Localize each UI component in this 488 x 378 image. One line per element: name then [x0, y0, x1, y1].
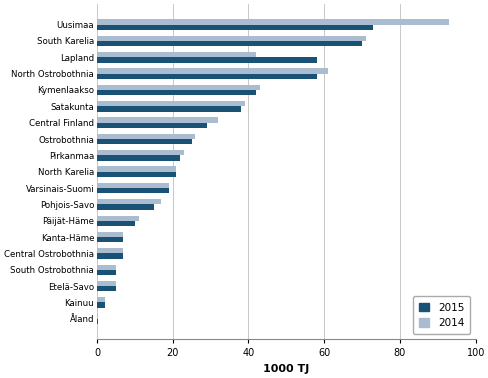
Bar [97, 248, 123, 253]
Bar [97, 232, 123, 237]
Bar [97, 90, 256, 95]
Bar [97, 52, 256, 57]
Bar [97, 253, 123, 259]
Bar [97, 41, 361, 46]
Bar [97, 85, 259, 90]
Bar [97, 314, 98, 319]
Bar [97, 183, 168, 188]
Bar [97, 286, 116, 291]
Bar [97, 221, 135, 226]
Bar [97, 237, 123, 242]
Bar [97, 204, 153, 210]
Bar [97, 150, 183, 155]
Bar [97, 155, 180, 161]
X-axis label: 1000 TJ: 1000 TJ [263, 364, 309, 374]
Bar [97, 297, 104, 302]
Bar [97, 302, 104, 308]
Bar [97, 215, 138, 221]
Bar [97, 106, 241, 112]
Bar [97, 74, 316, 79]
Legend: 2015, 2014: 2015, 2014 [412, 296, 469, 334]
Bar [97, 270, 116, 275]
Bar [97, 172, 176, 177]
Bar [97, 25, 373, 30]
Bar [97, 281, 116, 286]
Bar [97, 118, 218, 123]
Bar [97, 139, 191, 144]
Bar [97, 166, 176, 172]
Bar [97, 199, 161, 204]
Bar [97, 68, 327, 74]
Bar [97, 123, 206, 128]
Bar [97, 188, 168, 193]
Bar [97, 57, 316, 62]
Bar [97, 36, 365, 41]
Bar [97, 101, 244, 106]
Bar [97, 134, 195, 139]
Bar [97, 19, 448, 25]
Bar [97, 265, 116, 270]
Bar [97, 319, 98, 324]
